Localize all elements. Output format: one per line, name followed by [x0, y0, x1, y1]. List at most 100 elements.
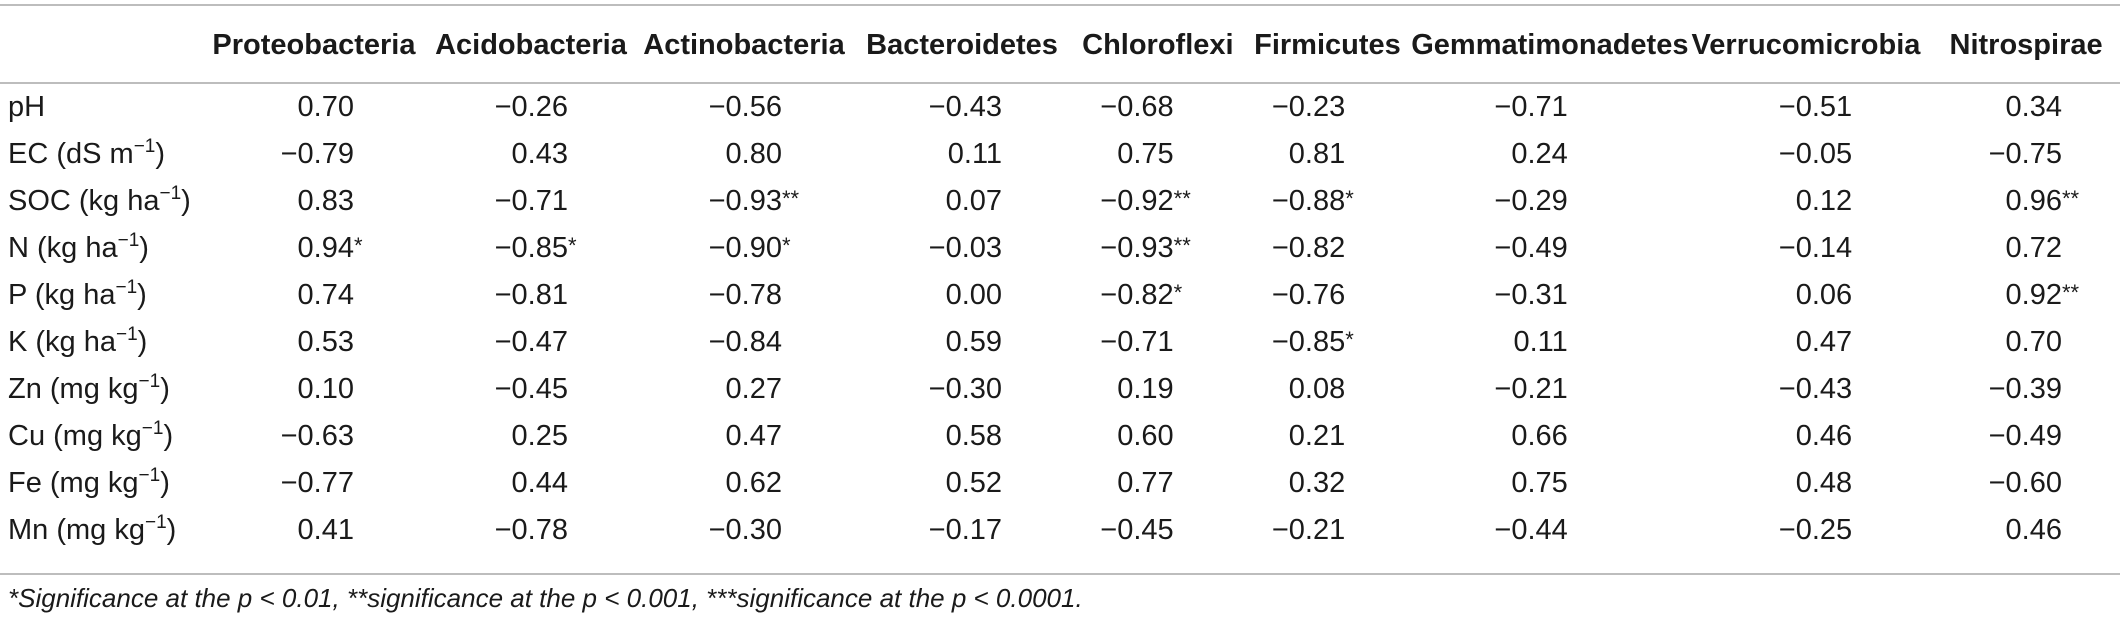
- cell-value: −0.88: [1271, 185, 1346, 217]
- table-cell: −0.03: [852, 225, 1072, 272]
- cell-value: 0.00: [945, 279, 1003, 311]
- table-cell: 0.25: [426, 413, 636, 460]
- table-cell: 0.70: [202, 80, 426, 131]
- table-cell: 0.00: [852, 272, 1072, 319]
- table-row: Fe (mg kg−1) −0.77 0.44 0.62 0.52 0.77 0.32 0.7…: [0, 460, 2120, 507]
- cell-value: 0.96: [2005, 185, 2062, 217]
- table-cell: −0.81: [426, 272, 636, 319]
- cell-value: −0.90: [708, 232, 782, 264]
- cell-value: −0.78: [708, 279, 782, 311]
- row-label-text: K (kg ha: [8, 326, 116, 358]
- cell-value: 0.46: [2005, 514, 2062, 546]
- cell-value: −0.23: [1271, 91, 1346, 123]
- cell-value: −0.76: [1271, 279, 1346, 311]
- table-row: P (kg ha−1) 0.74 −0.81 −0.78 0.00 −0.82* −0.76…: [0, 272, 2120, 319]
- row-label-close: ): [139, 232, 149, 264]
- table-cell: −0.78: [636, 272, 852, 319]
- cell-value: −0.92: [1100, 185, 1174, 217]
- table-row: EC (dS m−1) −0.79 0.43 0.80 0.11 0.75 0.81 0.24…: [0, 131, 2120, 178]
- cell-value: 0.41: [297, 514, 354, 546]
- cell-value: 0.74: [297, 279, 354, 311]
- row-label-text: Zn (mg kg: [8, 373, 139, 405]
- table-cell: −0.78: [426, 507, 636, 554]
- cell-value: −0.85: [494, 232, 568, 264]
- cell-value: −0.49: [1494, 232, 1568, 264]
- table-cell: −0.44: [1411, 507, 1680, 554]
- cell-value: −0.29: [1494, 185, 1568, 217]
- table-cell: −0.43: [1680, 366, 1932, 413]
- table-cell: 0.47: [636, 413, 852, 460]
- cell-value: −0.21: [1271, 514, 1346, 546]
- table-cell: 0.21: [1244, 413, 1412, 460]
- cell-value: 0.44: [511, 467, 568, 499]
- cell-value: 0.62: [725, 467, 782, 499]
- table-cell: 0.46: [1680, 413, 1932, 460]
- cell-value: −0.56: [708, 91, 782, 123]
- table-cell: −0.31: [1411, 272, 1680, 319]
- cell-value: 0.07: [945, 185, 1003, 217]
- table-cell: 0.75: [1411, 460, 1680, 507]
- unit-exponent: −1: [159, 183, 182, 204]
- column-header: Firmicutes: [1254, 28, 1401, 61]
- row-label-text: N (kg ha: [8, 232, 118, 264]
- table-cell: −0.63: [202, 413, 426, 460]
- cell-value: 0.66: [1511, 420, 1568, 452]
- column-header: Gemmatimonadetes: [1411, 28, 1689, 61]
- row-label-close: ): [155, 138, 166, 170]
- cell-value: 0.70: [2005, 326, 2062, 358]
- cell-value: 0.08: [1288, 373, 1346, 405]
- cell-value: 0.80: [725, 138, 782, 170]
- row-label: Zn (mg kg−1): [0, 366, 202, 413]
- cell-value: −0.31: [1494, 279, 1568, 311]
- table-cell: −0.77: [202, 460, 426, 507]
- cell-value: 0.48: [1795, 467, 1853, 499]
- significance-marker: **: [2062, 186, 2080, 211]
- significance-marker: *: [1345, 186, 1354, 211]
- table-cell: 0.11: [852, 131, 1072, 178]
- table-cell: −0.49: [1411, 225, 1680, 272]
- cell-value: −0.85: [1271, 326, 1346, 358]
- cell-value: −0.03: [928, 232, 1003, 264]
- table-cell: 0.44: [426, 460, 636, 507]
- cell-value: 0.19: [1117, 373, 1174, 405]
- table-row: Mn (mg kg−1) 0.41 −0.78 −0.30 −0.17 −0.45 −0.2…: [0, 507, 2120, 554]
- table-cell: 0.10: [202, 366, 426, 413]
- cell-value: −0.17: [928, 514, 1003, 546]
- table-cell: 0.83: [202, 178, 426, 225]
- table-cell: −0.92**: [1072, 178, 1244, 225]
- cell-value: 0.10: [297, 373, 354, 405]
- row-label-text: pH: [8, 91, 46, 123]
- header-rule: [0, 82, 2120, 84]
- cell-value: 0.52: [945, 467, 1003, 499]
- cell-value: 0.94: [297, 232, 354, 264]
- table-cell: 0.46: [1932, 507, 2120, 554]
- table-cell: 0.19: [1072, 366, 1244, 413]
- cell-value: 0.11: [1513, 326, 1568, 358]
- table-cell: −0.21: [1244, 507, 1412, 554]
- table-cell: −0.90*: [636, 225, 852, 272]
- table-cell: −0.49: [1932, 413, 2120, 460]
- table-cell: 0.80: [636, 131, 852, 178]
- unit-exponent: −1: [133, 136, 156, 157]
- cell-value: −0.71: [1100, 326, 1174, 358]
- cell-value: −0.45: [494, 373, 568, 405]
- table-cell: −0.56: [636, 80, 852, 131]
- row-label: EC (dS m−1): [0, 131, 202, 178]
- table-cell: 0.27: [636, 366, 852, 413]
- cell-value: −0.44: [1494, 514, 1568, 546]
- table-row: Cu (mg kg−1) −0.63 0.25 0.47 0.58 0.60 0.21 0.6…: [0, 413, 2120, 460]
- row-label-close: ): [166, 514, 177, 546]
- table-cell: 0.66: [1411, 413, 1680, 460]
- cell-value: 0.60: [1117, 420, 1174, 452]
- unit-exponent: −1: [141, 418, 164, 439]
- cell-value: 0.27: [725, 373, 782, 405]
- table-cell: 0.12: [1680, 178, 1932, 225]
- row-label: N (kg ha−1): [0, 225, 202, 272]
- row-label-text: Cu (mg kg: [8, 420, 142, 452]
- table-cell: −0.25: [1680, 507, 1932, 554]
- column-header-blank: [0, 10, 202, 80]
- table-cell: −0.17: [852, 507, 1072, 554]
- table-cell: −0.71: [426, 178, 636, 225]
- significance-marker: **: [1173, 233, 1191, 258]
